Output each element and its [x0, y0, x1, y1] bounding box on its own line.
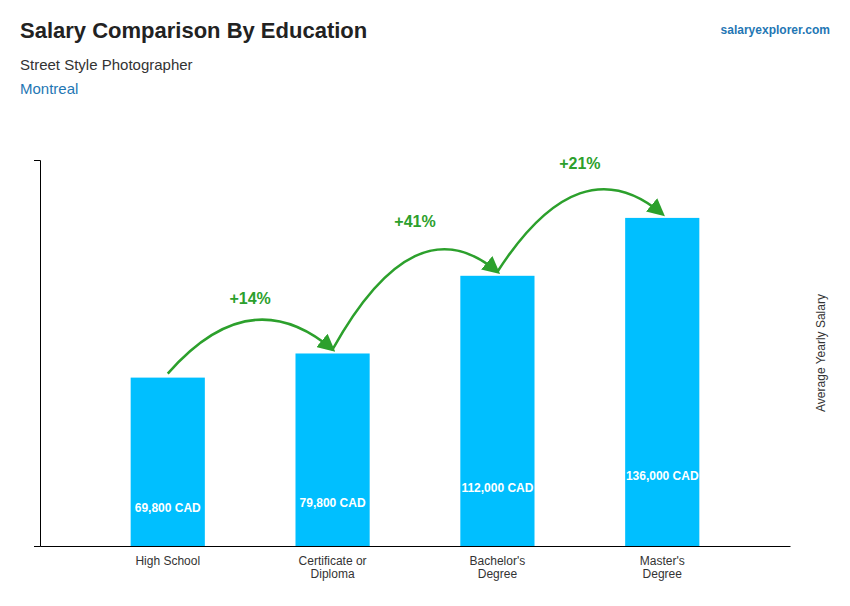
change-arrow — [497, 189, 662, 272]
data-label: 69,800 CAD — [135, 501, 201, 515]
x-tick-label: Bachelor'sDegree — [470, 554, 526, 582]
data-label: 79,800 CAD — [300, 496, 366, 510]
plot: High School Certificate orDiploma Bachelor… — [34, 155, 791, 581]
data-label: 112,000 CAD — [461, 481, 533, 495]
y-label: Average Yearly Salary — [814, 294, 828, 412]
bar — [625, 218, 699, 546]
change-label: +21% — [559, 155, 600, 172]
x-axis: High School Certificate orDiploma Bachelor… — [41, 547, 791, 582]
change-arrow — [168, 320, 333, 374]
subtitle: Street Style Photographer — [20, 56, 193, 73]
x-axis-line — [41, 546, 791, 547]
change-label: +41% — [394, 213, 435, 230]
change-annotations: +14% +41% +21% — [168, 155, 663, 374]
bars — [131, 218, 700, 546]
bar — [460, 276, 534, 546]
bar — [295, 353, 369, 546]
data-label: 136,000 CAD — [626, 469, 699, 483]
x-tick: Bachelor'sDegree — [470, 554, 526, 582]
y-axis-line — [34, 161, 41, 547]
title: Salary Comparison By Education — [20, 18, 367, 43]
chart: Salary Comparison By Education Street Sty… — [0, 0, 850, 606]
x-tick-label: High School — [135, 554, 200, 568]
x-tick-label: Master'sDegree — [640, 554, 685, 582]
data-labels: 69,800 CAD 79,800 CAD 112,000 CAD 136,000 C… — [135, 469, 699, 515]
x-tick: High School — [135, 554, 200, 568]
y-axis — [34, 161, 41, 547]
change-label: +14% — [229, 290, 270, 307]
x-tick: Certificate orDiploma — [299, 554, 367, 582]
x-tick: Master'sDegree — [640, 554, 685, 582]
bar — [131, 378, 205, 546]
watermark: salaryexplorer.com — [721, 23, 830, 37]
change-arrow — [333, 249, 498, 349]
subtitle: Montreal — [20, 80, 78, 97]
x-tick-label: Certificate orDiploma — [299, 554, 367, 582]
